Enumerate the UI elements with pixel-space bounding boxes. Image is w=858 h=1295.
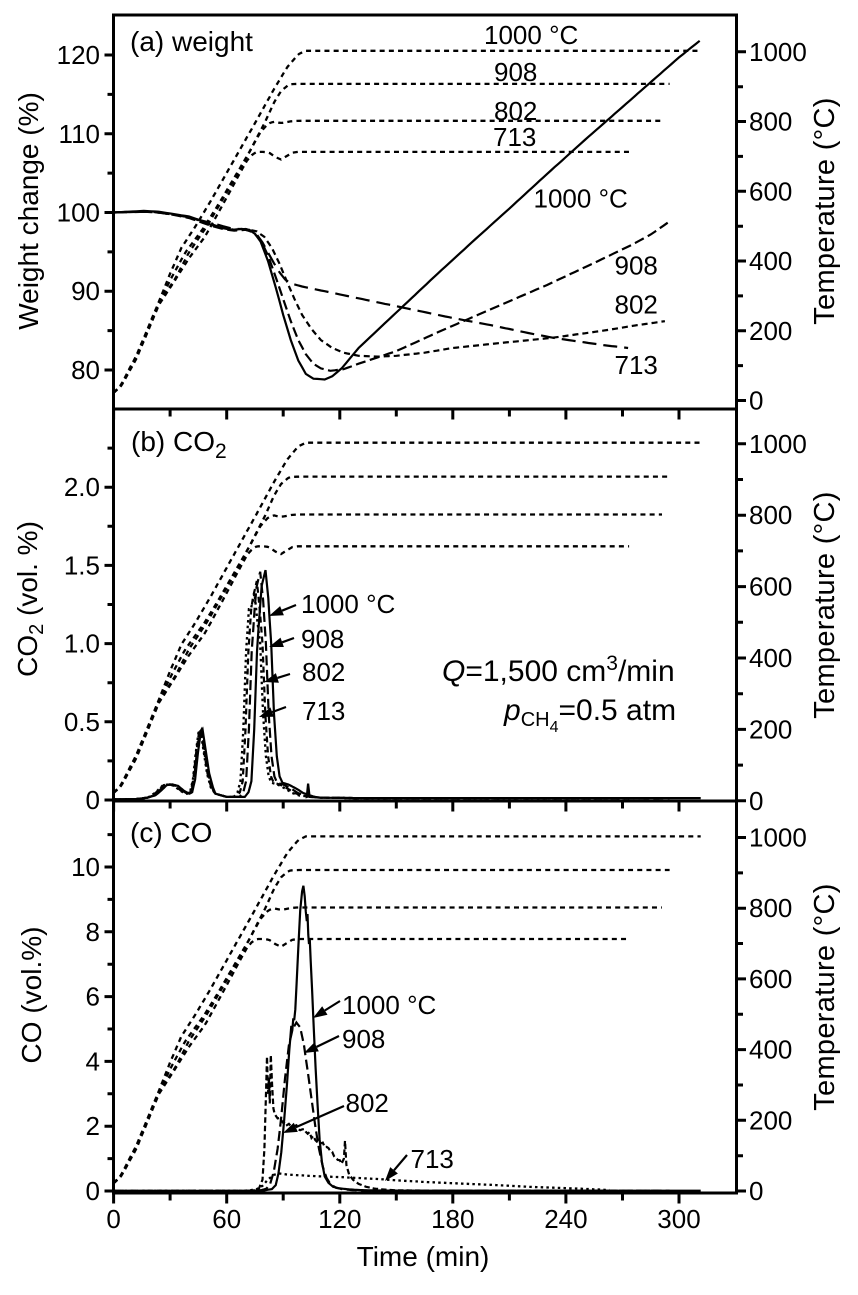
svg-text:802: 802 [494,96,537,126]
svg-text:4: 4 [86,1046,100,1076]
svg-text:Time (min): Time (min) [357,1241,490,1272]
svg-text:1.5: 1.5 [64,550,100,580]
svg-text:80: 80 [71,355,100,385]
svg-text:110: 110 [59,119,100,149]
svg-text:713: 713 [302,696,345,726]
svg-text:CO (vol.%): CO (vol.%) [16,927,47,1064]
svg-text:200: 200 [749,714,792,744]
svg-text:Temperature (°C): Temperature (°C) [809,97,841,325]
svg-text:Weight change (%): Weight change (%) [13,92,44,330]
svg-text:1000 °C: 1000 °C [342,990,436,1020]
svg-text:Temperature (°C): Temperature (°C) [809,883,841,1111]
svg-text:120: 120 [318,1204,361,1234]
svg-text:0: 0 [749,786,763,816]
svg-text:800: 800 [749,500,792,530]
svg-text:400: 400 [749,1035,792,1065]
svg-text:Q=1,500 cm3/min: Q=1,500 cm3/min [442,652,675,688]
svg-text:(a) weight: (a) weight [130,26,253,57]
svg-text:713: 713 [615,350,658,380]
svg-text:908: 908 [301,624,344,654]
svg-text:8: 8 [86,917,100,947]
svg-text:1000: 1000 [749,823,807,853]
svg-text:713: 713 [411,1144,454,1174]
svg-text:802: 802 [615,290,658,320]
svg-text:600: 600 [749,176,792,206]
svg-text:800: 800 [749,107,792,137]
svg-text:1000 °C: 1000 °C [301,589,395,619]
svg-text:300: 300 [657,1204,700,1234]
svg-text:600: 600 [749,964,792,994]
svg-text:1000: 1000 [749,37,807,67]
svg-text:pCH4=0.5 atm: pCH4=0.5 atm [503,694,676,736]
svg-text:60: 60 [212,1204,241,1234]
svg-text:0: 0 [749,386,763,416]
svg-text:240: 240 [544,1204,587,1234]
svg-text:800: 800 [749,893,792,923]
svg-text:1000 °C: 1000 °C [484,20,578,50]
svg-text:0: 0 [749,1176,763,1206]
svg-text:802: 802 [302,657,345,687]
svg-text:(c) CO: (c) CO [130,817,212,848]
svg-text:0: 0 [106,1204,120,1234]
svg-text:600: 600 [749,572,792,602]
svg-text:908: 908 [342,1024,385,1054]
svg-text:100: 100 [57,198,100,228]
svg-text:120: 120 [57,40,100,70]
svg-text:908: 908 [615,251,658,281]
svg-text:6: 6 [86,982,100,1012]
svg-text:400: 400 [749,246,792,276]
svg-text:10: 10 [71,852,100,882]
svg-text:713: 713 [493,122,536,152]
svg-text:0.5: 0.5 [64,707,100,737]
svg-text:802: 802 [346,1088,389,1118]
svg-text:Temperature (°C): Temperature (°C) [809,491,841,719]
svg-text:0: 0 [86,1176,100,1206]
svg-text:908: 908 [494,57,537,87]
svg-text:90: 90 [71,276,100,306]
svg-text:200: 200 [749,316,792,346]
svg-text:CO2 (vol. %): CO2 (vol. %) [12,521,48,677]
svg-text:1.0: 1.0 [64,629,100,659]
svg-text:180: 180 [431,1204,474,1234]
svg-text:400: 400 [749,643,792,673]
svg-text:2.0: 2.0 [64,472,100,502]
svg-text:(b) CO2: (b) CO2 [131,426,227,463]
svg-text:2: 2 [86,1111,100,1141]
svg-text:1000 °C: 1000 °C [534,184,628,214]
svg-text:200: 200 [749,1105,792,1135]
svg-text:0: 0 [86,785,100,815]
svg-text:1000: 1000 [749,429,807,459]
